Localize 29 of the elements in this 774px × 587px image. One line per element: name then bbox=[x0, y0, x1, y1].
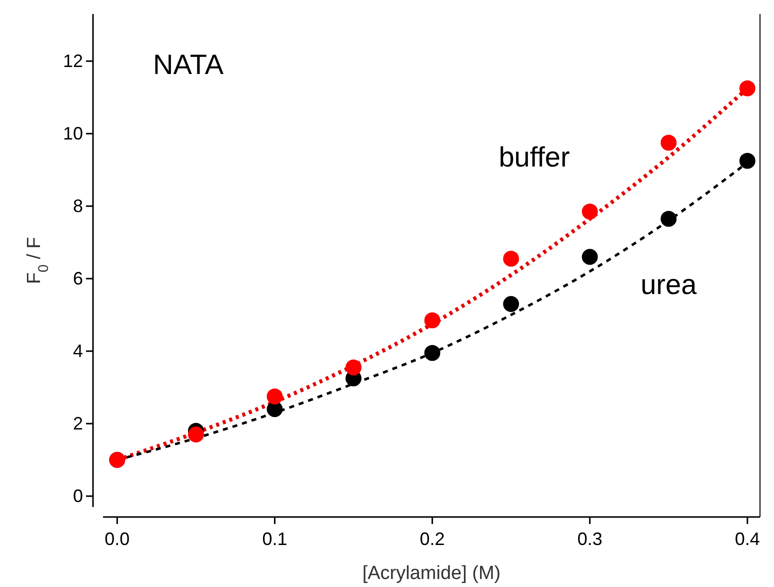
y-tick-label: 0 bbox=[72, 486, 83, 506]
y-tick-label: 12 bbox=[62, 50, 83, 71]
point bbox=[660, 210, 677, 227]
point bbox=[346, 359, 362, 376]
x-tick-label: 0.4 bbox=[734, 529, 760, 549]
x-tick-label: 0.2 bbox=[420, 529, 445, 549]
x-axis-title: [Acrylamide] (M) bbox=[362, 563, 501, 584]
point bbox=[739, 80, 756, 96]
series-label: buffer bbox=[498, 142, 570, 173]
y-tick-label: 2 bbox=[72, 413, 83, 434]
y-tick-label: 10 bbox=[62, 123, 83, 144]
point bbox=[266, 388, 283, 404]
x-tick-label: 0.1 bbox=[262, 529, 288, 549]
y-tick-label: 4 bbox=[72, 340, 83, 361]
point bbox=[582, 248, 598, 265]
point bbox=[188, 426, 204, 442]
point bbox=[503, 296, 520, 312]
point bbox=[582, 204, 598, 220]
x-tick-label: 0.3 bbox=[577, 529, 602, 549]
point bbox=[739, 152, 756, 169]
point bbox=[424, 344, 440, 361]
point bbox=[660, 134, 677, 151]
y-tick-label: 8 bbox=[72, 196, 83, 216]
x-tick-label: 0.0 bbox=[104, 529, 130, 549]
point bbox=[424, 312, 440, 328]
point bbox=[503, 250, 520, 267]
series-label: urea bbox=[640, 268, 698, 300]
y-tick-label: 6 bbox=[72, 268, 83, 288]
annotation: NATA bbox=[153, 49, 224, 80]
